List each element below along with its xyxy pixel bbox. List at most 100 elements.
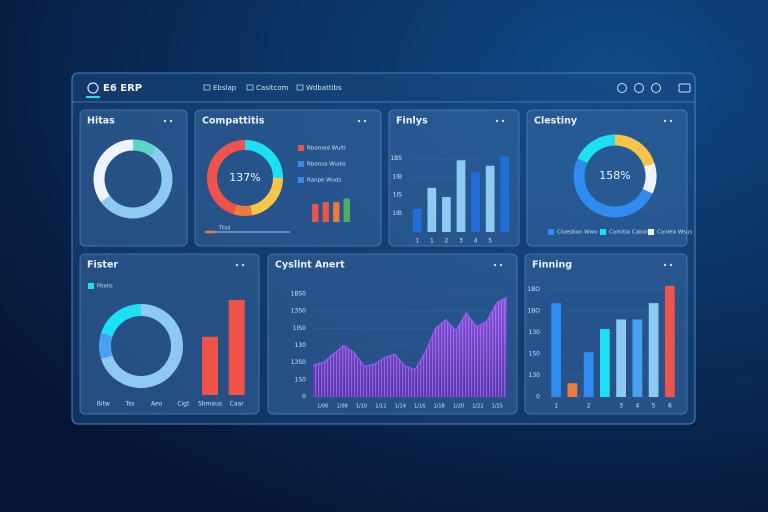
y-tick-label: 1IB bbox=[392, 210, 402, 217]
legend-label: Fitelis bbox=[97, 284, 113, 290]
area-hatch bbox=[313, 297, 507, 397]
y-tick-label: 0 bbox=[536, 394, 540, 401]
x-tick-label: Aeo bbox=[151, 401, 163, 408]
panel-menu[interactable] bbox=[499, 263, 503, 267]
donut-center-label: 158% bbox=[599, 169, 630, 182]
panel-title: Finlys bbox=[396, 116, 428, 127]
icon-button[interactable] bbox=[617, 83, 627, 93]
donut-segment bbox=[642, 163, 657, 194]
bar bbox=[500, 156, 510, 232]
legend-label: Ciuesbon Wwo bbox=[557, 230, 598, 236]
y-tick-label: 13S0 bbox=[291, 359, 306, 366]
icon-button[interactable] bbox=[678, 83, 691, 93]
x-tick-label: 6 bbox=[668, 403, 672, 410]
x-tick-label: 1 bbox=[554, 403, 558, 410]
panel-menu[interactable] bbox=[669, 263, 673, 267]
y-tick-label: 1S0 bbox=[529, 350, 541, 357]
x-tick-label: 1/08 bbox=[336, 404, 347, 410]
donut-segment bbox=[101, 147, 173, 219]
bar bbox=[228, 299, 245, 395]
nav-icon bbox=[203, 84, 211, 91]
legend-swatch bbox=[548, 229, 554, 235]
legend-swatch bbox=[298, 161, 304, 167]
logo: E6 ERP bbox=[103, 83, 142, 94]
progress-label: Tilsd bbox=[218, 226, 230, 232]
panel-menu[interactable] bbox=[495, 119, 499, 123]
bar bbox=[567, 383, 578, 397]
y-tick-label: 0 bbox=[302, 394, 306, 401]
y-tick-label: 1BO bbox=[527, 286, 540, 293]
panel-menu[interactable] bbox=[235, 263, 239, 267]
panel-title: Hitas bbox=[87, 116, 115, 127]
panel bbox=[388, 109, 520, 247]
y-tick-label: 1IS0 bbox=[293, 325, 306, 332]
y-tick-label: 1BS bbox=[390, 155, 402, 162]
donut-segment bbox=[101, 304, 142, 338]
panel-title: Compattitis bbox=[202, 116, 265, 127]
x-tick-label: 4 bbox=[474, 238, 478, 245]
x-tick-label: 5 bbox=[652, 403, 656, 410]
icon-button[interactable] bbox=[634, 83, 644, 93]
legend-label: Ranpe Wuds bbox=[307, 178, 341, 184]
panel-menu[interactable] bbox=[669, 119, 673, 123]
x-tick-label: 1/25 bbox=[492, 404, 503, 410]
donut-segment bbox=[132, 139, 157, 157]
donut-segment bbox=[93, 139, 134, 203]
panel-menu[interactable] bbox=[169, 119, 173, 123]
panel-menu[interactable] bbox=[163, 119, 167, 123]
panel-title: Clestiny bbox=[534, 116, 578, 127]
x-tick-label: 3 bbox=[459, 238, 463, 245]
legend-label: Rbonsa Wudis bbox=[307, 162, 346, 168]
donut-segment bbox=[233, 204, 253, 216]
x-tick-label: 5 bbox=[488, 238, 492, 245]
y-tick-label: 1BS0 bbox=[291, 291, 307, 298]
nav-item[interactable]: Casitcom bbox=[256, 84, 289, 92]
bar bbox=[333, 202, 340, 222]
legend-label: Rbomed Wuitl bbox=[307, 146, 346, 152]
x-tick-label: 1/14 bbox=[395, 404, 406, 410]
window bbox=[71, 72, 696, 425]
legend-label: Comitia Cabon bbox=[609, 230, 650, 236]
panel-menu[interactable] bbox=[501, 119, 505, 123]
donut-segment bbox=[573, 158, 653, 218]
panel-menu[interactable] bbox=[663, 263, 667, 267]
panel-menu[interactable] bbox=[493, 263, 497, 267]
bar bbox=[471, 172, 480, 232]
x-tick-label: 2 bbox=[587, 403, 591, 410]
legend-swatch bbox=[298, 177, 304, 183]
nav-item[interactable]: Ebslap bbox=[213, 84, 237, 92]
bar bbox=[456, 160, 466, 232]
bar bbox=[485, 165, 495, 232]
donut-segment bbox=[101, 304, 183, 388]
x-tick-label: Caar bbox=[230, 401, 245, 408]
y-tick-label: 1IB bbox=[392, 173, 402, 180]
x-tick-label: 1/16 bbox=[414, 404, 425, 410]
legend-swatch bbox=[298, 145, 304, 151]
nav-item[interactable]: Wdbattibs bbox=[306, 84, 342, 92]
x-tick-label: 1 bbox=[415, 238, 419, 245]
bar bbox=[343, 198, 350, 222]
donut-center-label: 137% bbox=[229, 171, 260, 184]
x-tick-label: Tss bbox=[125, 401, 135, 408]
panel-title: Cyslint Anert bbox=[275, 260, 345, 271]
bar bbox=[202, 336, 218, 395]
bar bbox=[583, 352, 594, 397]
panel-menu[interactable] bbox=[241, 263, 245, 267]
x-tick-label: 1/18 bbox=[433, 404, 444, 410]
donut-segment bbox=[614, 134, 655, 167]
y-tick-label: 1S0 bbox=[295, 376, 307, 383]
legend-label: Conlea Wsus bbox=[657, 230, 693, 236]
bar bbox=[648, 303, 659, 397]
panel-title: Fister bbox=[87, 260, 118, 271]
icon-button[interactable] bbox=[651, 83, 661, 93]
x-tick-label: 1/10 bbox=[356, 404, 367, 410]
x-tick-label: 4 bbox=[635, 403, 639, 410]
panel-menu[interactable] bbox=[663, 119, 667, 123]
donut-segment bbox=[244, 140, 283, 179]
x-tick-label: 2 bbox=[445, 238, 449, 245]
panel-menu[interactable] bbox=[363, 119, 367, 123]
panel-menu[interactable] bbox=[357, 119, 361, 123]
bar bbox=[600, 328, 610, 397]
